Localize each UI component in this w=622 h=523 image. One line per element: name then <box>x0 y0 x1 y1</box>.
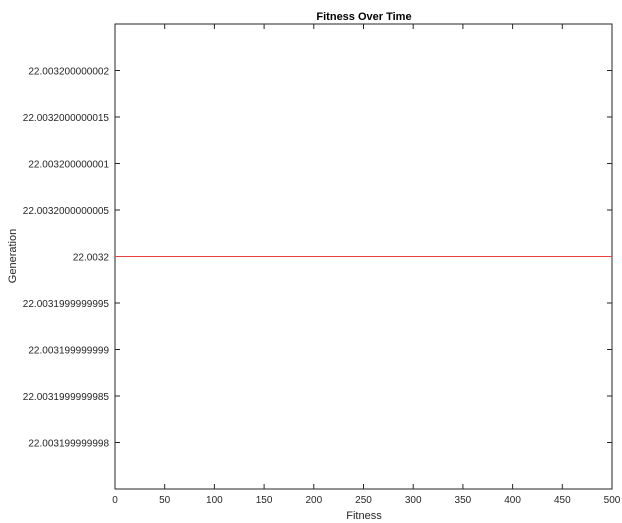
y-tick-label: 22.003200000001 <box>28 160 109 171</box>
x-tick-label: 150 <box>256 495 273 506</box>
y-tick-label: 22.0032000000005 <box>23 206 110 217</box>
y-axis-label: Generation <box>7 229 19 283</box>
y-tick-label: 22.0032 <box>73 253 110 264</box>
y-tick-label: 22.0031999999995 <box>23 299 110 310</box>
x-axis-label: Fitness <box>346 510 382 522</box>
x-axis: 0 50 100 150 200 250 300 350 400 450 500 <box>112 24 621 506</box>
x-tick-label: 50 <box>159 495 171 506</box>
y-tick-label: 22.003199999999 <box>28 346 109 357</box>
y-tick-label: 22.0031999999985 <box>23 392 110 403</box>
y-axis: 22.003200000002 22.0032000000015 22.003200… <box>23 67 612 450</box>
x-tick-label: 0 <box>112 495 118 506</box>
x-tick-label: 450 <box>554 495 571 506</box>
x-tick-label: 400 <box>504 495 521 506</box>
x-tick-label: 200 <box>305 495 322 506</box>
chart-title: Fitness Over Time <box>316 11 411 23</box>
x-tick-label: 300 <box>405 495 422 506</box>
x-tick-label: 350 <box>455 495 472 506</box>
y-tick-label: 22.0032000000015 <box>23 113 110 124</box>
x-tick-label: 100 <box>206 495 223 506</box>
x-tick-label: 500 <box>604 495 621 506</box>
y-tick-label: 22.003200000002 <box>28 67 109 78</box>
x-tick-label: 250 <box>355 495 372 506</box>
y-tick-label: 22.003199999998 <box>28 439 109 450</box>
